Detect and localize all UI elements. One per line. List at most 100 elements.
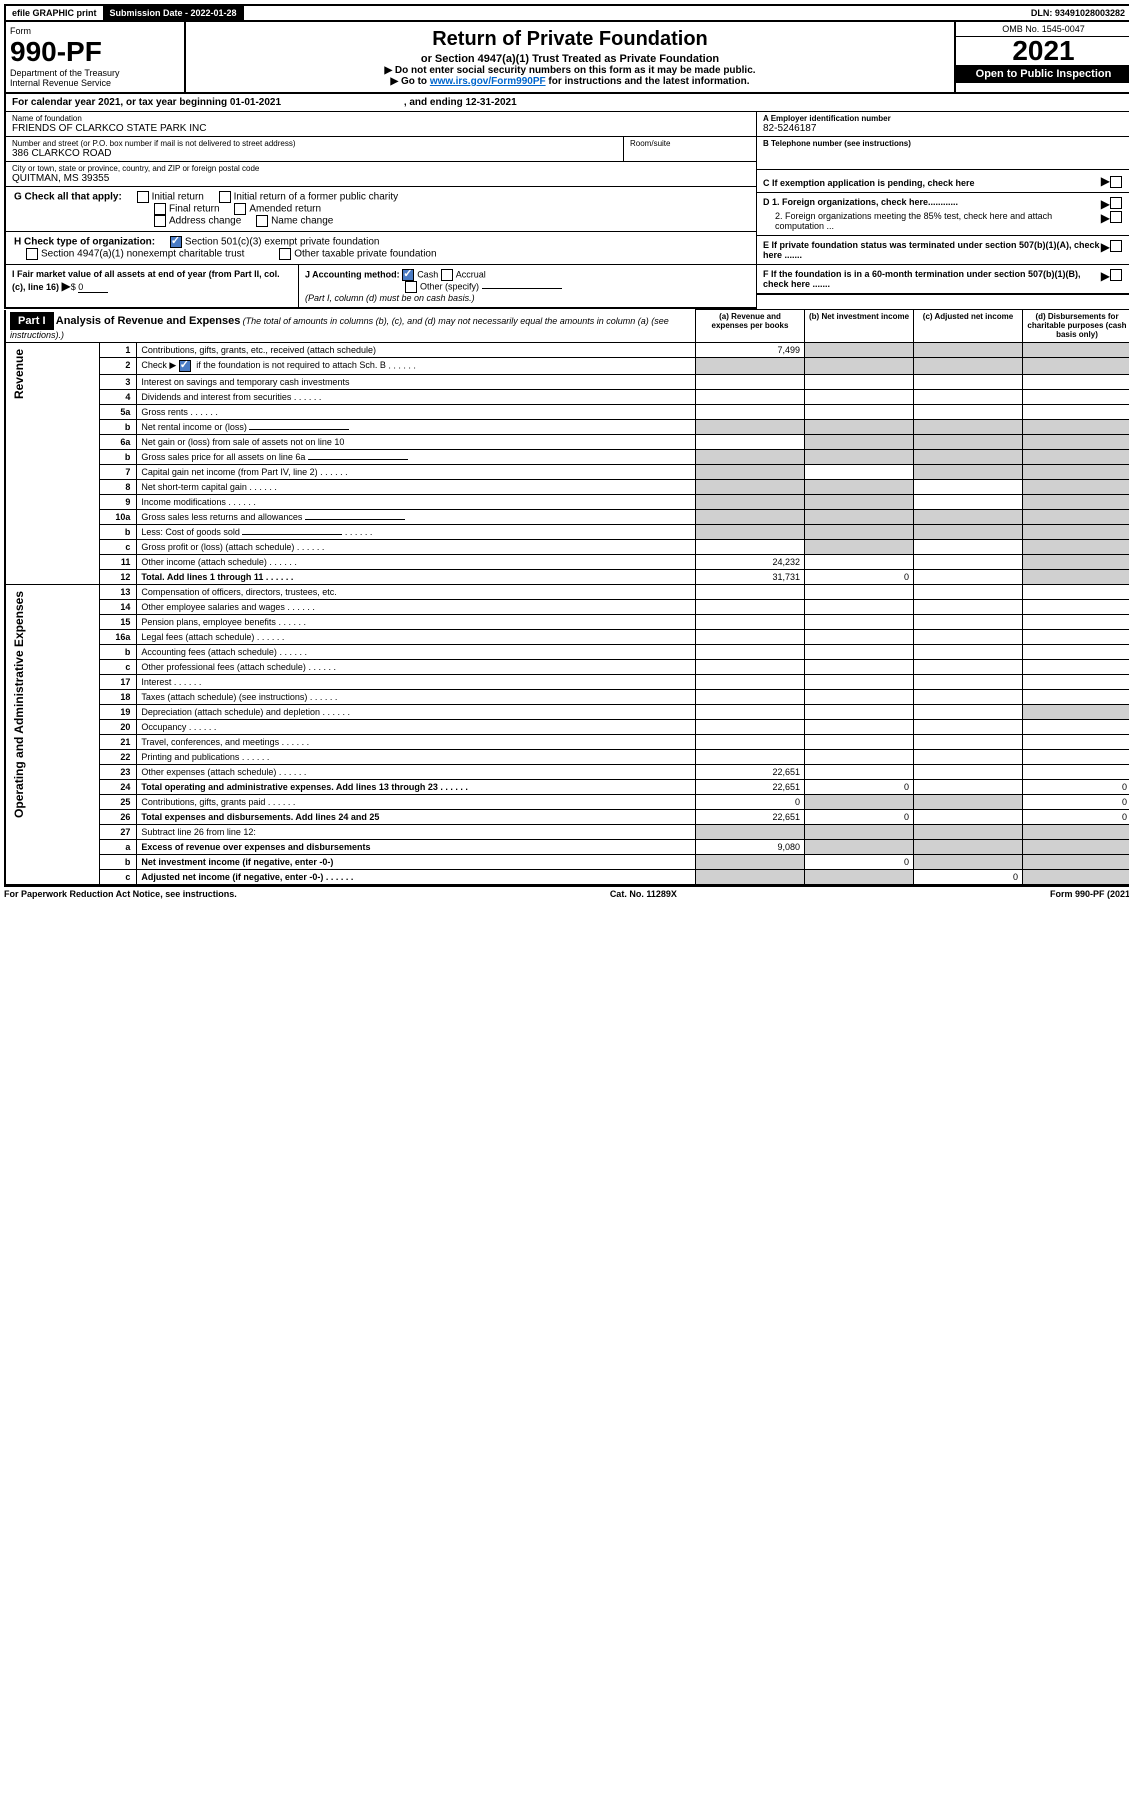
amount-cell [1023,494,1129,509]
checkbox-other-taxable[interactable] [279,248,291,260]
amount-cell [1023,824,1129,839]
table-row: 25Contributions, gifts, grants paid . . … [5,794,1129,809]
i-value: 0 [78,282,108,293]
row-description: Total operating and administrative expen… [137,779,696,794]
table-row: 26Total expenses and disbursements. Add … [5,809,1129,824]
form-header: Form 990-PF Department of the Treasury I… [4,22,1129,94]
amount-cell [914,659,1023,674]
row-number: b [100,524,137,539]
amount-cell [805,389,914,404]
table-row: 20Occupancy . . . . . . [5,719,1129,734]
amount-cell [914,464,1023,479]
amount-cell [696,824,805,839]
checkbox-other-method[interactable] [405,281,417,293]
row-number: 8 [100,479,137,494]
instr-2: ▶ Go to www.irs.gov/Form990PF for instru… [194,76,946,87]
amount-cell: 0 [805,809,914,824]
amount-cell [1023,509,1129,524]
form-label: Form [10,26,180,36]
checkbox-d2[interactable] [1110,211,1122,223]
efile-label[interactable]: efile GRAPHIC print [6,6,104,20]
e-label: E If private foundation status was termi… [763,240,1101,260]
row-number: 2 [100,357,137,374]
amount-cell [914,734,1023,749]
row-description: Check ▶ if the foundation is not require… [137,357,696,374]
row-description: Taxes (attach schedule) (see instruction… [137,689,696,704]
row-number: 11 [100,554,137,569]
instr-link[interactable]: www.irs.gov/Form990PF [430,76,546,87]
row-description: Compensation of officers, directors, tru… [137,584,696,599]
amount-cell [696,659,805,674]
checkbox-accrual[interactable] [441,269,453,281]
checkbox-f[interactable] [1110,269,1122,281]
row-number: 16a [100,629,137,644]
amount-cell [1023,674,1129,689]
col-a-header: (a) Revenue and expenses per books [696,310,805,343]
tax-year: 2021 [956,37,1129,65]
col-c-header: (c) Adjusted net income [914,310,1023,343]
checkbox-initial-former[interactable] [219,191,231,203]
table-row: 8Net short-term capital gain . . . . . . [5,479,1129,494]
amount-cell [1023,389,1129,404]
checkbox-amended-return[interactable] [234,203,246,215]
table-row: cOther professional fees (attach schedul… [5,659,1129,674]
row-number: 24 [100,779,137,794]
row-number: 15 [100,614,137,629]
row-number: b [100,854,137,869]
amount-cell: 0 [805,569,914,584]
table-row: Operating and Administrative Expenses13C… [5,584,1129,599]
checkbox-501c3[interactable] [170,236,182,248]
table-row: bAccounting fees (attach schedule) . . .… [5,644,1129,659]
row-number: 13 [100,584,137,599]
checkbox-c[interactable] [1110,176,1122,188]
checkbox-name-change[interactable] [256,215,268,227]
i-label: I Fair market value of all assets at end… [12,269,280,292]
name-label: Name of foundation [12,114,750,123]
row-description: Interest on savings and temporary cash i… [137,374,696,389]
amount-cell: 0 [1023,779,1129,794]
amount-cell [914,599,1023,614]
table-row: bLess: Cost of goods sold . . . . . . [5,524,1129,539]
amount-cell [805,419,914,434]
amount-cell [1023,524,1129,539]
row-description: Income modifications . . . . . . [137,494,696,509]
form-subtitle: or Section 4947(a)(1) Trust Treated as P… [194,53,946,65]
row-description: Accounting fees (attach schedule) . . . … [137,644,696,659]
room-label: Room/suite [630,139,750,148]
f-label: F If the foundation is in a 60-month ter… [763,269,1101,289]
amount-cell [805,794,914,809]
row-description: Legal fees (attach schedule) . . . . . . [137,629,696,644]
checkbox-final-return[interactable] [154,203,166,215]
checkbox-e[interactable] [1110,240,1122,252]
row-number: 14 [100,599,137,614]
amount-cell [1023,629,1129,644]
amount-cell [1023,749,1129,764]
amount-cell [914,584,1023,599]
checkbox-address-change[interactable] [154,215,166,227]
amount-cell [914,509,1023,524]
footer-mid: Cat. No. 11289X [610,889,677,899]
amount-cell: 22,651 [696,809,805,824]
amount-cell [914,357,1023,374]
amount-cell [914,839,1023,854]
phone-label: B Telephone number (see instructions) [763,139,1125,148]
row-description: Total. Add lines 1 through 11 . . . . . … [137,569,696,584]
amount-cell [1023,464,1129,479]
checkbox-initial-return[interactable] [137,191,149,203]
amount-cell [914,824,1023,839]
checkbox-cash[interactable] [402,269,414,281]
amount-cell [914,524,1023,539]
amount-cell [696,749,805,764]
table-row: 11Other income (attach schedule) . . . .… [5,554,1129,569]
row-description: Subtract line 26 from line 12: [137,824,696,839]
col-d-header: (d) Disbursements for charitable purpose… [1023,310,1129,343]
checkbox-d1[interactable] [1110,197,1122,209]
foundation-name: FRIENDS OF CLARKCO STATE PARK INC [12,123,750,134]
row-number: 18 [100,689,137,704]
amount-cell [1023,554,1129,569]
amount-cell: 0 [914,869,1023,885]
amount-cell [805,719,914,734]
amount-cell [696,449,805,464]
checkbox-4947a1[interactable] [26,248,38,260]
info-block: Name of foundation FRIENDS OF CLARKCO ST… [4,112,1129,309]
